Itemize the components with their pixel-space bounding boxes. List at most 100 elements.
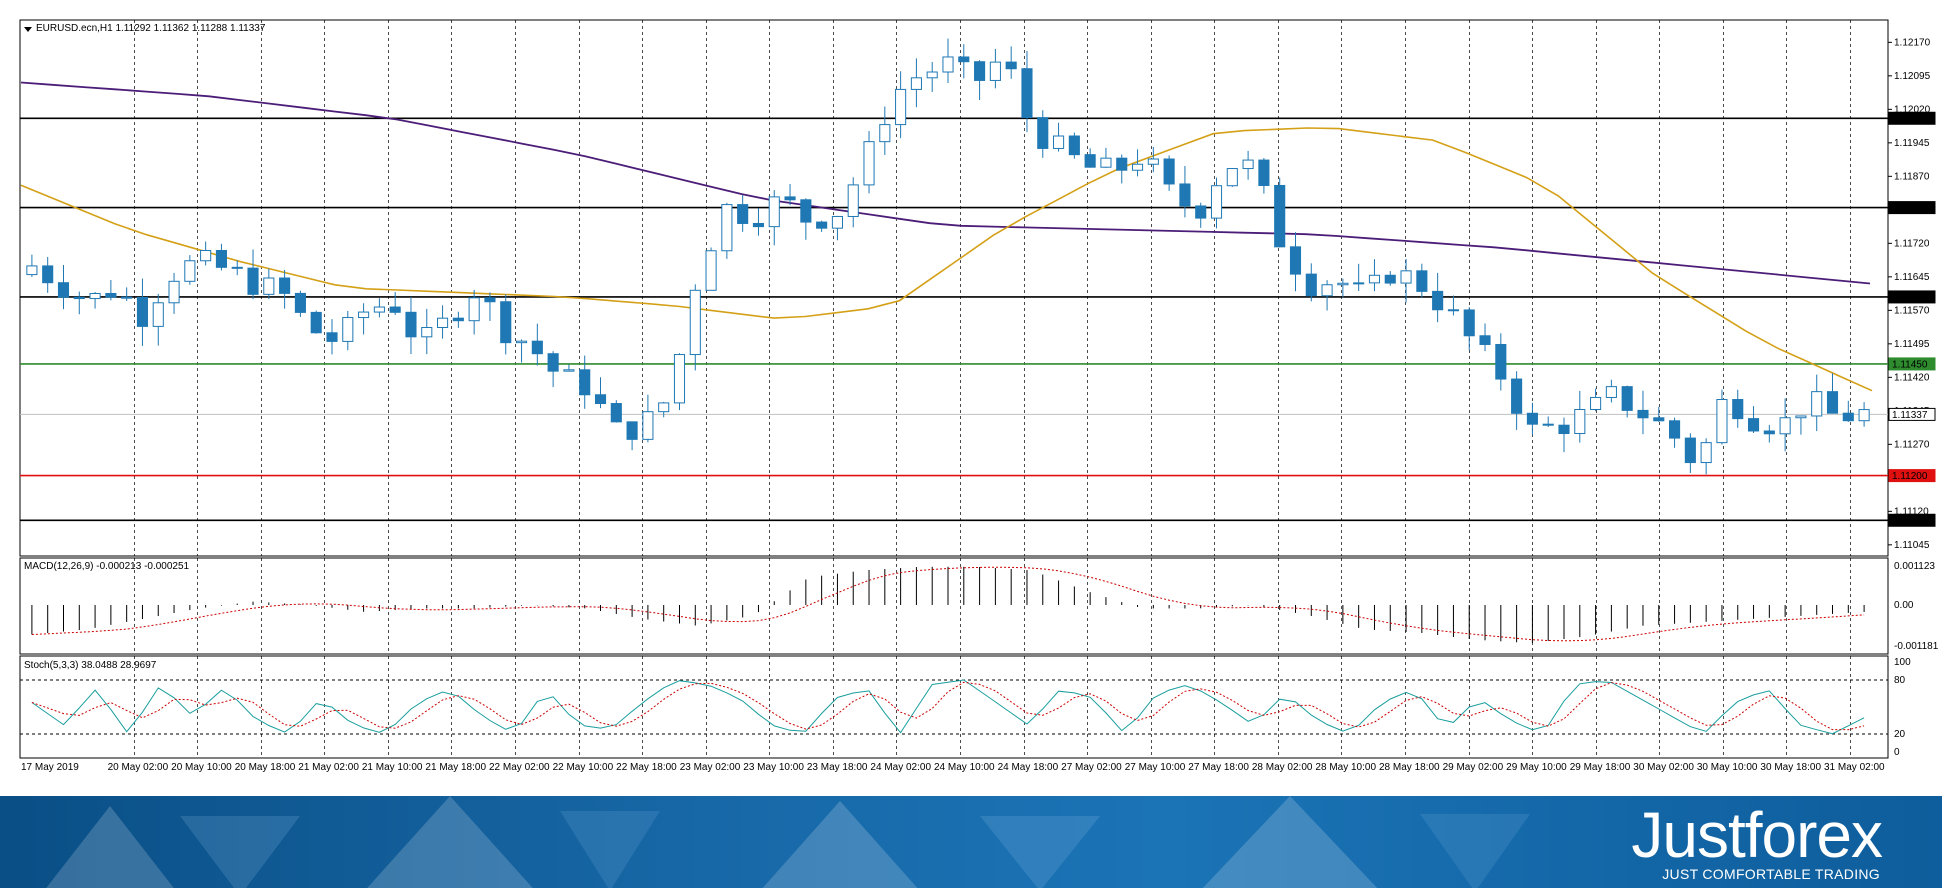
candle-body <box>389 306 401 313</box>
candle-body <box>1732 399 1744 420</box>
stochastic-indicator: 100 80 20 0 <box>20 657 1911 758</box>
macd-signal-line <box>31 566 1865 642</box>
level-price-tag-label: 1.11450 <box>1892 359 1928 370</box>
candle-body <box>1637 409 1649 419</box>
stoch-tick-label: 0 <box>1894 747 1900 758</box>
symbol-header: EURUSD.ecn,H1 1.11292 1.11362 1.11288 1.… <box>36 23 266 34</box>
time-axis-label: 30 May 18:00 <box>1760 762 1821 773</box>
symbol-dropdown-icon[interactable] <box>24 27 32 32</box>
candle-body <box>515 340 528 344</box>
chart-canvas: 1.12170 1.12095 1.12020 1.11945 1.11870 1.117… <box>19 19 1939 773</box>
candle-body <box>547 353 559 372</box>
time-axis-label: 29 May 02:00 <box>1443 762 1504 773</box>
candle-body <box>895 88 907 126</box>
candle-body <box>768 196 780 228</box>
candle-body <box>500 301 512 344</box>
macd-tick-label: -0.001181 <box>1894 641 1939 652</box>
candle-body <box>926 71 938 79</box>
stoch-signal-line <box>31 681 1865 731</box>
candle-body <box>1226 168 1238 187</box>
price-tick-label: 1.11270 <box>1894 439 1930 450</box>
candle-body <box>405 311 417 338</box>
candle-body <box>1669 420 1681 439</box>
candle-body <box>831 215 843 229</box>
candle-body <box>1432 290 1444 311</box>
candle-body <box>1084 154 1096 168</box>
level-price-tag <box>1888 290 1936 304</box>
candle-body <box>958 56 970 63</box>
level-price-tag <box>1888 111 1936 125</box>
candle-body <box>73 296 85 300</box>
time-axis-label: 29 May 18:00 <box>1570 762 1631 773</box>
candlestick-series <box>26 38 1870 475</box>
candle-body <box>737 204 749 224</box>
banner-decoration <box>980 816 1100 888</box>
candle-body <box>673 354 686 404</box>
time-axis-label: 27 May 02:00 <box>1061 762 1122 773</box>
candle-body <box>1526 412 1538 425</box>
candle-body <box>563 369 575 372</box>
candle-body <box>121 296 133 299</box>
candle-body <box>1447 309 1459 312</box>
candle-body <box>610 403 622 423</box>
candle-body <box>342 317 354 342</box>
candle-body <box>1210 185 1223 219</box>
macd-tick-label: 0.00 <box>1894 600 1914 611</box>
banner-decoration <box>760 801 920 888</box>
banner-decoration <box>40 806 180 888</box>
candle-body <box>1037 117 1049 149</box>
candle-body <box>215 249 227 268</box>
candle-body <box>1779 417 1791 435</box>
vertical-gridlines <box>134 20 1851 758</box>
time-axis-label: 28 May 02:00 <box>1252 762 1313 773</box>
candle-body <box>421 327 433 338</box>
candle-body <box>136 296 149 327</box>
time-axis-label: 24 May 10:00 <box>934 762 995 773</box>
candle-body <box>1274 184 1286 248</box>
candle-body <box>452 317 464 322</box>
candle-body <box>263 277 275 295</box>
stoch-header: Stoch(5,3,3) 38.0488 28.9697 <box>24 660 157 671</box>
level-price-tag-label: 1.11200 <box>1892 471 1928 482</box>
time-axis-label: 30 May 02:00 <box>1633 762 1694 773</box>
banner-decoration <box>180 816 300 888</box>
justforex-logo: Justforex <box>1631 799 1883 871</box>
level-price-tag <box>1888 513 1936 527</box>
macd-header: MACD(12,26,9) -0.000213 -0.000251 <box>24 561 190 572</box>
time-axis-label: 20 May 02:00 <box>108 762 169 773</box>
time-axis: 17 May 2019 20 May 02:00 20 May 10:00 20 Ma… <box>21 762 1885 773</box>
level-price-tag-label: 1.11100 <box>1892 516 1927 527</box>
candle-body <box>910 77 922 90</box>
banner-decoration <box>560 811 660 888</box>
candle-body <box>816 221 828 229</box>
candle-body <box>1653 417 1665 422</box>
candle-body <box>1842 412 1854 422</box>
slow-ma-line <box>20 81 1871 285</box>
candle-body <box>594 394 607 405</box>
candle-body <box>1289 246 1302 275</box>
time-axis-label: 20 May 18:00 <box>235 762 296 773</box>
candle-body <box>1368 274 1381 284</box>
price-tick-label: 1.11120 <box>1894 506 1929 517</box>
price-tick-label: 1.11495 <box>1894 339 1930 350</box>
candle-body <box>1005 61 1017 70</box>
macd-tick-label: 0.001123 <box>1894 561 1935 572</box>
candle-body <box>484 297 496 303</box>
level-price-tag <box>1888 407 1936 421</box>
candle-body <box>1795 415 1807 419</box>
candle-body <box>800 199 812 223</box>
macd-indicator: 0.001123 0.00 -0.001181 <box>31 561 1939 652</box>
time-axis-label: 27 May 10:00 <box>1125 762 1186 773</box>
stoch-main-line <box>31 679 1865 735</box>
candle-body <box>1479 335 1491 345</box>
candle-body <box>1100 157 1112 168</box>
level-price-tag-label: 1.11337 <box>1892 410 1928 421</box>
candle-body <box>1495 343 1507 380</box>
candle-body <box>1337 282 1349 286</box>
price-tick-label: 1.11645 <box>1894 272 1930 283</box>
slow-moving-average <box>20 81 1871 285</box>
candle-body <box>57 282 70 298</box>
time-axis-label: 28 May 10:00 <box>1315 762 1376 773</box>
price-tick-label: 1.12095 <box>1894 71 1931 82</box>
candle-body <box>1763 430 1775 435</box>
